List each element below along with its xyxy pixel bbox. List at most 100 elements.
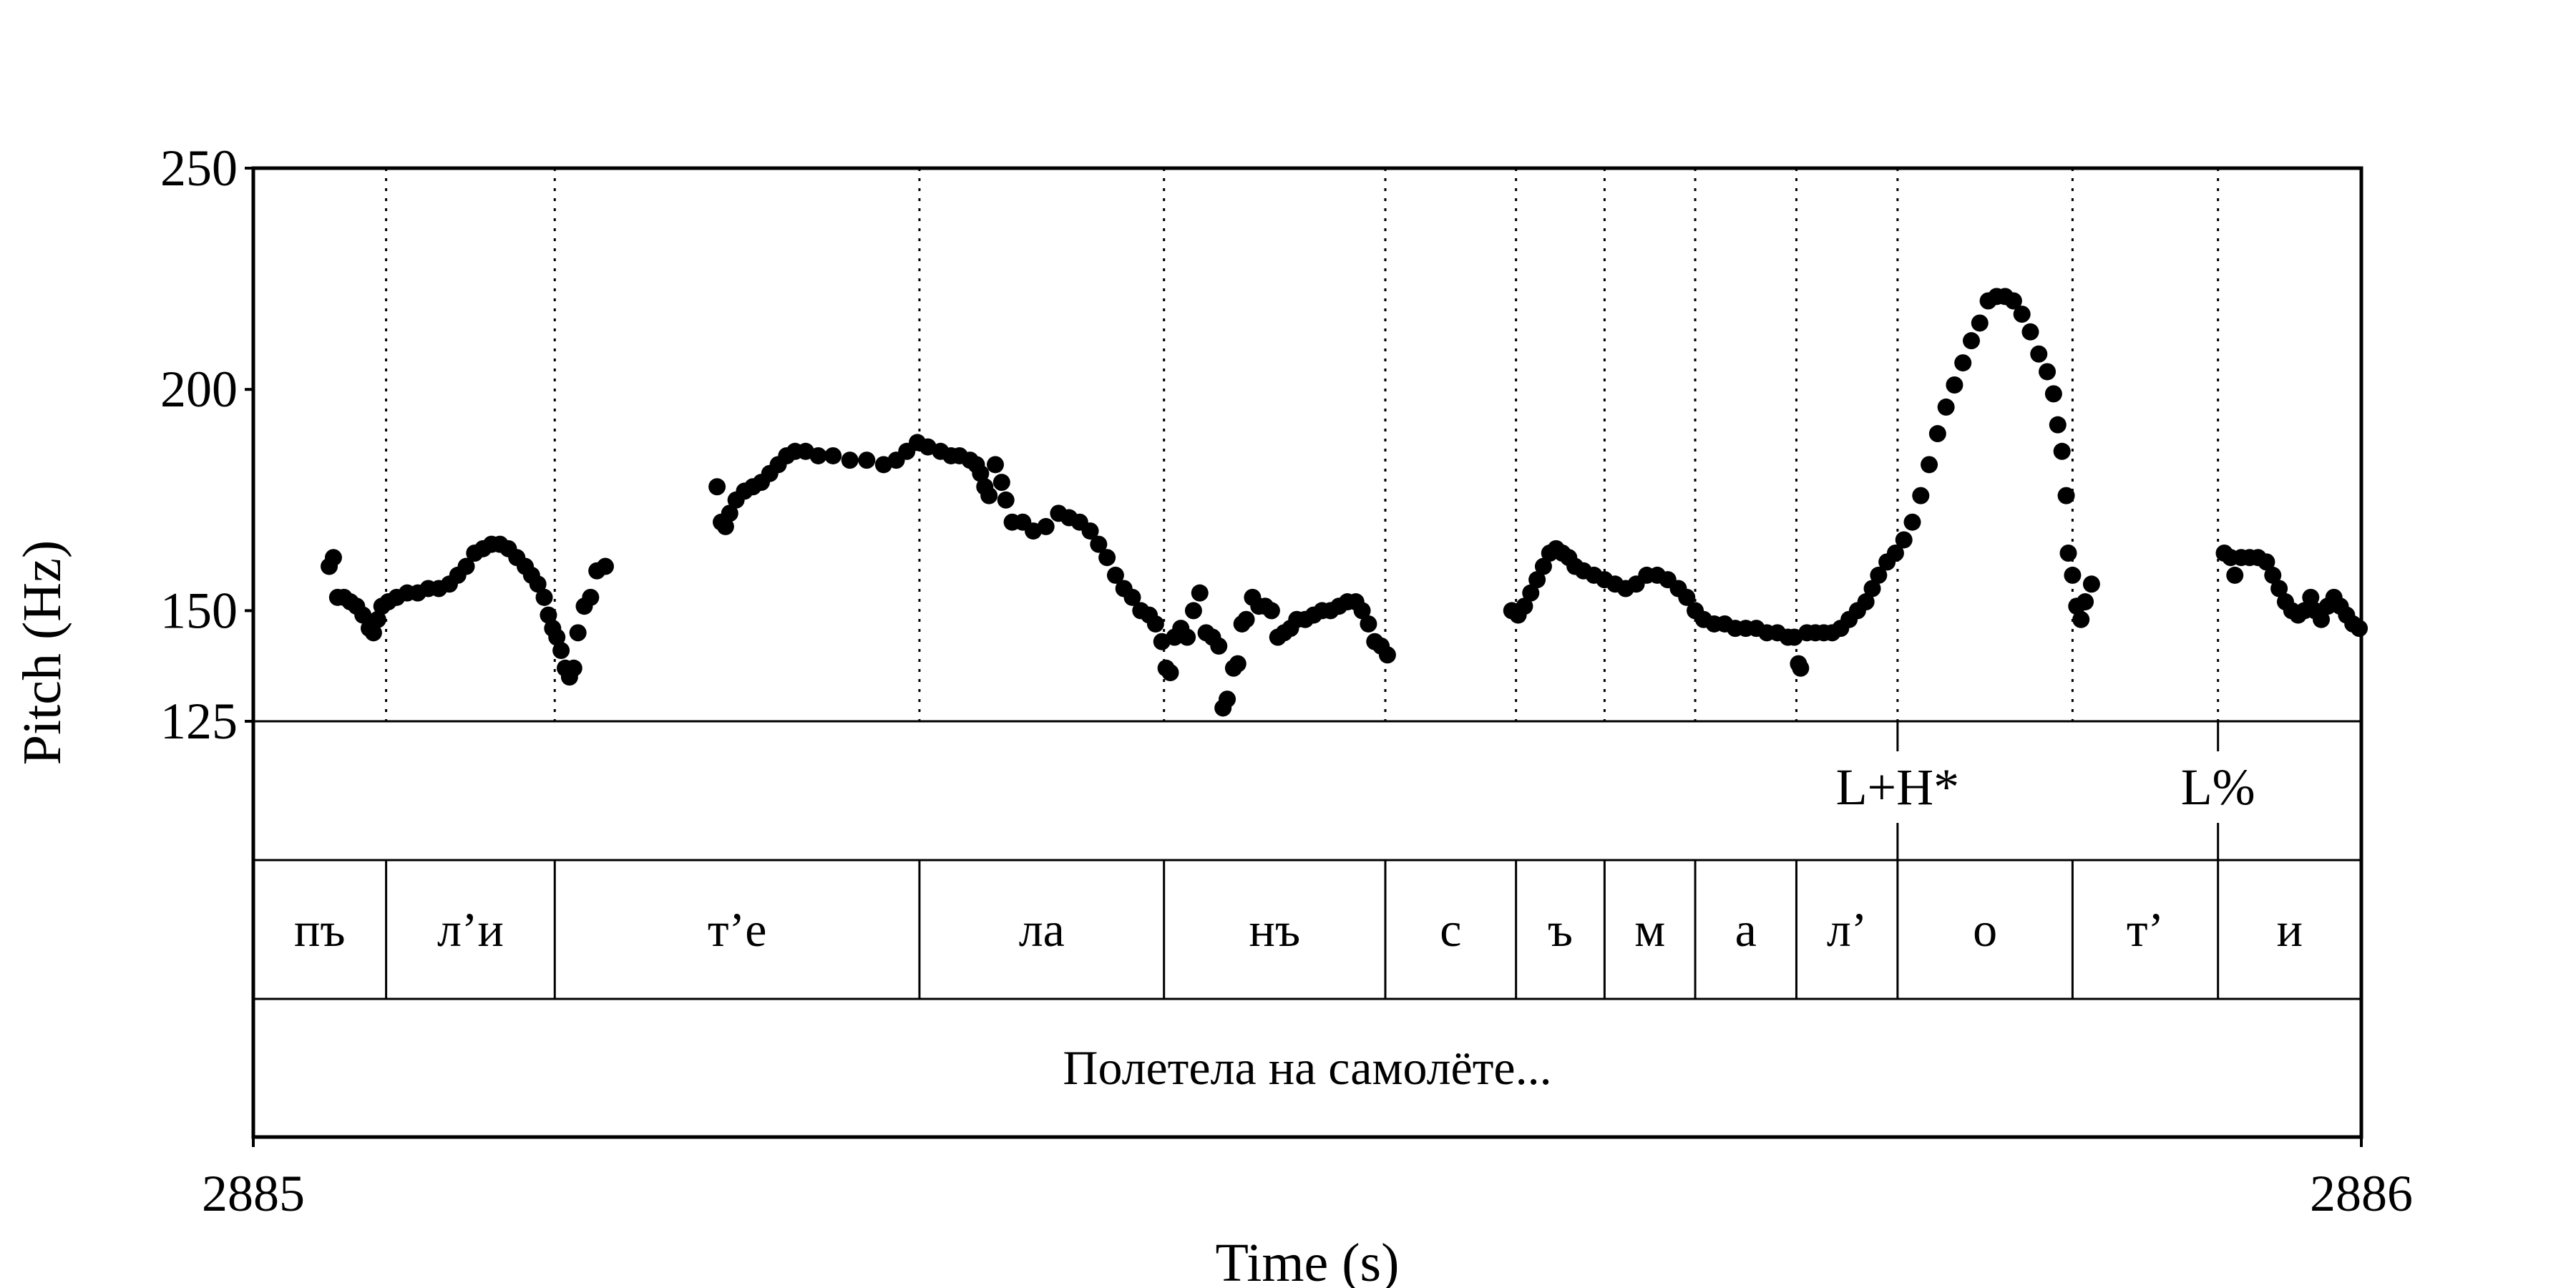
pitch-point [2226,566,2244,584]
pitch-point [1962,332,1980,350]
syllable-label: ла [1019,902,1065,957]
pitch-point [552,642,570,660]
pitch-point [2077,593,2094,611]
pitch-point [596,557,614,575]
pitch-point [2021,323,2039,341]
pitch-point [1229,655,1246,673]
pitch-point [2053,442,2071,460]
pitch-point [369,610,386,628]
pitch-point [1528,571,1546,589]
pitch-point [1903,513,1921,531]
pitch-point [972,464,990,482]
pitch-point [2057,487,2075,504]
pitch-point [980,487,998,504]
pitch-point [824,447,842,464]
pitch-point [1219,691,1236,708]
pitch-point [548,628,566,646]
pitch-point [992,474,1010,492]
pitch-point [1895,531,1913,549]
pitch-point [1081,522,1099,540]
pitch-point [1886,545,1904,562]
syllable-label: с [1440,902,1461,957]
pitch-point [1863,580,1881,597]
pitch-point [841,452,859,469]
tone-tier: L+H* L% [1836,721,2255,860]
y-axis-label: Pitch (Hz) [12,540,72,765]
pitch-point [2049,416,2067,434]
pitch-point [569,624,587,642]
pitch-point [1353,602,1371,620]
y-tick-label: 150 [160,582,238,639]
pitch-point [2264,566,2282,584]
pitch-point [809,447,827,464]
pitch-point [2044,385,2062,403]
y-tick-label: 250 [160,140,238,197]
x-tick-label: 2885 [202,1165,305,1222]
pitch-point [1921,456,1938,474]
pitch-point [997,491,1015,509]
syllable-label: л’ [1827,902,1868,957]
pitch-point [1534,557,1552,575]
pitch-point [2351,620,2368,638]
pitch-point [1378,646,1396,664]
pitch-point [1106,566,1124,584]
pitch-point [1237,610,1255,628]
syllable-label: ъ [1548,902,1573,957]
pitch-point [1870,566,1888,584]
pitch-point [2064,566,2082,584]
syllable-label: л’и [437,902,504,957]
pitch-point [1037,517,1055,535]
pitch-point [721,504,738,522]
syllable-label: о [1973,902,1997,957]
pitch-points [321,288,2368,717]
pitch-point [1179,628,1196,646]
y-axis: 250 200 150 125 [160,140,253,750]
pitch-point [1262,602,1280,620]
syllable-label: т’ [2127,902,2164,957]
pitch-point [364,624,382,642]
pitch-point [2270,580,2288,597]
y-tick-label: 200 [160,361,238,418]
pitch-point [1792,659,1810,677]
pitch-point [565,659,582,677]
pitch-point [1678,588,1696,606]
pitch-point [1360,615,1377,633]
pitch-point [858,452,876,469]
pitch-point [2013,306,2031,323]
pitch-point [1098,549,1116,567]
pitch-point [1912,487,1930,504]
x-tick-label: 2886 [2310,1165,2413,1222]
pitch-point [1928,425,1946,443]
pitch-point [2030,345,2048,363]
pitch-point [1184,602,1202,620]
pitch-point [2059,545,2077,562]
pitch-point [535,588,553,606]
syllable-tier: пъ л’и т’е ла нъ с ъ м а л’ о т’ и [294,902,2303,957]
syllable-label: а [1735,902,1757,957]
pitch-point [529,575,547,593]
pitch-point [1937,398,1955,416]
x-axis-label: Time (s) [1216,1233,1400,1288]
pitch-point [1946,376,1963,394]
x-axis: 2885 2886 [202,1137,2413,1222]
pitch-point [1123,588,1141,606]
pitch-point [1161,663,1179,681]
pitch-point [2258,553,2275,571]
syllable-label: пъ [294,902,346,957]
pitch-point [1971,314,1989,332]
pitch-point [1954,354,1972,372]
pitch-point [2004,292,2022,310]
pitch-point [1090,535,1108,553]
pitch-point [354,606,372,624]
pitch-point [1516,597,1533,615]
tone-label: L% [2181,758,2255,816]
pitch-point [540,606,557,624]
syllable-boundaries [385,168,2220,999]
pitch-point [1210,637,1228,655]
pitch-point [986,456,1004,474]
pitch-point [582,588,600,606]
pitch-point [324,549,342,567]
y-tick-label: 125 [160,693,238,750]
tone-label: L+H* [1836,758,1960,816]
